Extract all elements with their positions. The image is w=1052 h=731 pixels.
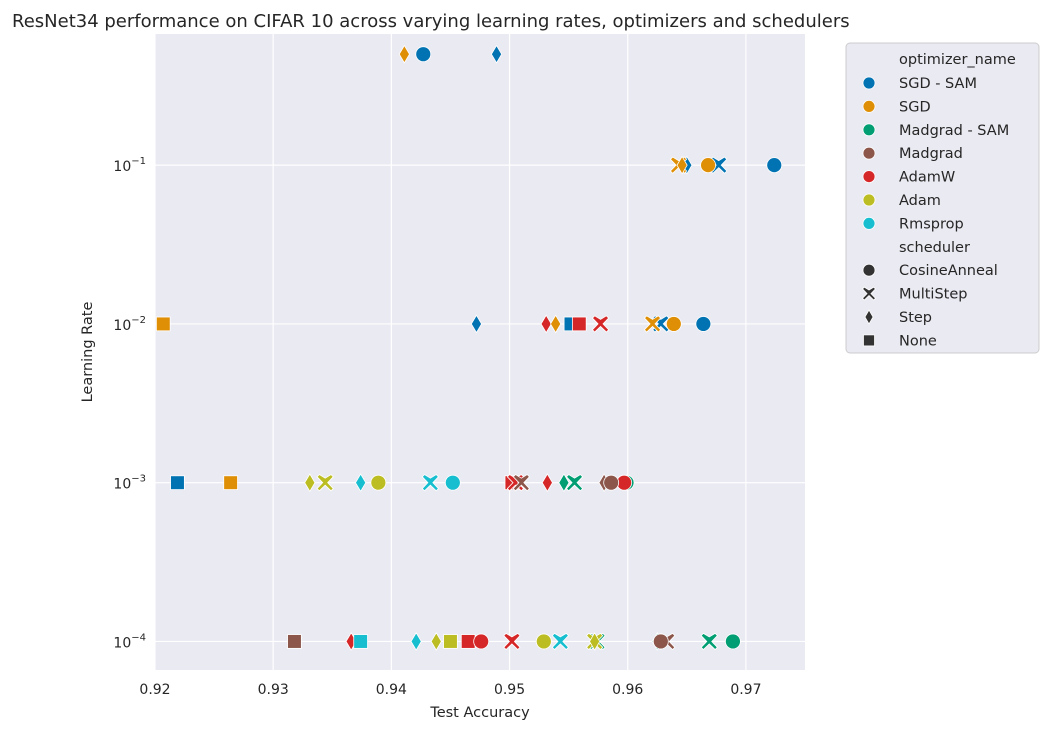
x-tick-labels: 0.92 0.93 0.94 0.95 0.96 0.97: [139, 682, 761, 698]
x-tick-label: 0.92: [139, 682, 170, 698]
legend-style-title: scheduler: [899, 240, 970, 256]
legend-marker: [863, 334, 875, 347]
gridlines: [154, 34, 805, 670]
data-point: [490, 44, 503, 64]
legend-box: [845, 42, 1040, 354]
y-tick-label: 10−2: [113, 315, 146, 334]
legend-marker: [864, 309, 874, 325]
legend-swatch: [862, 123, 876, 137]
y-tick-label: 10−3: [113, 474, 146, 493]
x-tick-label: 0.97: [730, 682, 761, 698]
y-tick-labels: 10−1 10−2 10−3 10−4: [113, 156, 146, 651]
data-point: [370, 474, 387, 491]
legend-entry-label: Adam: [899, 193, 941, 209]
data-point: [353, 634, 368, 649]
data-point: [316, 474, 334, 492]
data-point: [589, 632, 601, 651]
data-point: [355, 473, 367, 493]
data-point: [652, 633, 669, 650]
legend-swatch: [862, 100, 876, 113]
x-tick-label: 0.95: [494, 682, 525, 698]
data-point: [170, 475, 185, 490]
data-point: [565, 474, 584, 492]
y-tick-label: 10−4: [113, 632, 146, 651]
legend-entry-label: SGD - SAM: [899, 76, 977, 92]
data-point: [410, 632, 422, 651]
data-point: [155, 316, 171, 332]
data-point: [460, 634, 476, 649]
data-point: [540, 314, 552, 334]
data-point: [470, 314, 483, 334]
legend-hue-title: optimizer_name: [899, 52, 1016, 68]
legend-entry-label: MultiStep: [899, 287, 967, 303]
data-point: [398, 44, 410, 64]
legend-entry-label: Madgrad: [899, 146, 963, 162]
legend-marker: [861, 286, 877, 301]
data-point: [643, 315, 662, 333]
legend-entry-label: AdamW: [899, 170, 955, 186]
data-point: [223, 475, 238, 490]
legend-marker: [862, 263, 876, 277]
data-point: [304, 473, 316, 493]
data-point: [676, 155, 688, 175]
x-tick-label: 0.93: [258, 682, 289, 698]
data-points: [155, 44, 783, 651]
data-point: [665, 316, 682, 332]
legend-entry-label: CosineAnneal: [899, 263, 998, 279]
data-point: [503, 632, 521, 651]
data-point: [700, 157, 716, 174]
legend-swatch: [862, 216, 876, 230]
data-point: [444, 474, 461, 491]
legend-items: optimizer_name SGD - SAM SGD Madgrad - SAM M…: [861, 52, 1016, 349]
legend: optimizer_name SGD - SAM SGD Madgrad - SAM M…: [845, 42, 1040, 354]
legend-entry-label: None: [899, 333, 937, 349]
data-point: [603, 474, 620, 491]
data-point: [287, 634, 302, 649]
data-point: [421, 474, 440, 492]
data-point: [550, 314, 562, 334]
data-point: [558, 473, 570, 493]
chart-title: ResNet34 performance on CIFAR 10 across …: [12, 11, 850, 32]
data-point: [551, 632, 570, 651]
data-point: [700, 632, 718, 651]
legend-entry-label: Madgrad - SAM: [899, 123, 1009, 139]
legend-swatch: [862, 76, 876, 90]
data-point: [415, 46, 432, 63]
data-point: [725, 633, 741, 650]
data-point: [541, 473, 553, 493]
x-tick-label: 0.96: [612, 682, 643, 698]
legend-entry-label: SGD: [899, 99, 931, 115]
x-tick-label: 0.94: [376, 682, 407, 698]
legend-entry-label: Step: [899, 310, 932, 326]
legend-swatch: [862, 170, 876, 184]
y-tick-label: 10−1: [113, 156, 146, 175]
data-point: [430, 632, 442, 651]
data-point: [443, 634, 458, 649]
y-axis-label: Learning Rate: [80, 302, 96, 403]
data-point: [571, 316, 587, 332]
data-point: [535, 633, 552, 650]
data-point: [695, 316, 712, 332]
legend-swatch: [862, 193, 876, 207]
plot-area: [155, 34, 805, 670]
legend-swatch: [862, 146, 876, 160]
data-point: [766, 157, 783, 174]
legend-entry-label: Rmsprop: [899, 216, 964, 232]
data-point: [591, 315, 610, 333]
data-point: [512, 474, 531, 492]
data-point: [473, 633, 490, 650]
x-axis-label: Test Accuracy: [429, 705, 530, 721]
